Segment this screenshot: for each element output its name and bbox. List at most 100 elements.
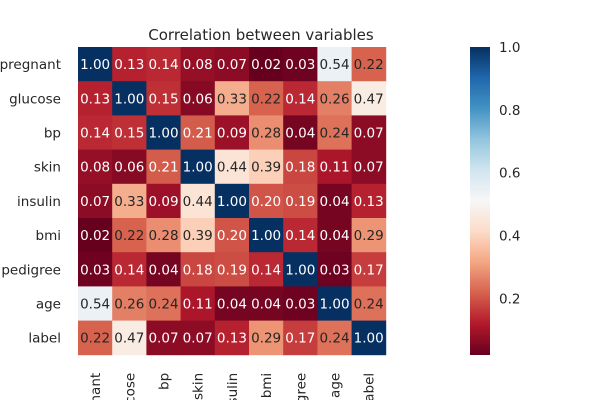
- heatmap-cell-bmi-sulin: [214, 218, 250, 253]
- heatmap-value-label: 0.03: [285, 297, 315, 313]
- heatmap-value-label: 0.13: [217, 331, 247, 347]
- colorbar: [470, 47, 490, 355]
- x-tick-label: skin: [191, 373, 207, 400]
- heatmap-cell-age-sulin: [214, 286, 250, 321]
- heatmap-cell-bp-nant: [78, 115, 113, 150]
- heatmap-value-label: 0.44: [183, 194, 213, 210]
- heatmap-cell-age-skin: [180, 286, 216, 321]
- heatmap-value-label: 0.09: [148, 194, 178, 210]
- x-tick-label: age: [328, 373, 344, 398]
- heatmap-value-label: 0.04: [319, 194, 349, 210]
- heatmap-cell-bp-abel: [351, 115, 387, 150]
- heatmap-cell-age-cose: [112, 286, 147, 321]
- heatmap-value-label: 0.03: [285, 57, 315, 73]
- heatmap-cell-age-bp: [146, 286, 181, 321]
- heatmap-value-label: 0.29: [251, 331, 281, 347]
- heatmap-cell-pedigree-gree: [283, 252, 318, 287]
- heatmap-value-label: 1.00: [251, 228, 281, 244]
- heatmap-value-label: 0.13: [114, 57, 144, 73]
- heatmap-cell-skin-cose: [112, 149, 147, 185]
- heatmap-cell-insulin-sulin: [214, 183, 250, 219]
- y-tick-label: glucose: [9, 91, 61, 107]
- heatmap-cell-skin-bp: [146, 149, 181, 185]
- heatmap-cell-glucose-skin: [180, 81, 216, 116]
- heatmap-value-label: 0.14: [285, 91, 315, 107]
- heatmap-value-label: 0.22: [114, 228, 144, 244]
- heatmap-cell-pregnant-abel: [351, 47, 387, 82]
- heatmap-cell-pedigree-abel: [351, 252, 387, 287]
- heatmap-value-labels: 1.00 0.13 0.14 0.08 0.07 0.02 0.03 0.54 0.220.13…: [80, 57, 384, 347]
- heatmap-cell-bp-bmi: [249, 115, 284, 150]
- heatmap-value-label: 0.47: [354, 91, 384, 107]
- heatmap-cell-pregnant-age: [317, 47, 352, 82]
- heatmap-value-label: 0.06: [183, 91, 213, 107]
- heatmap-value-label: 0.17: [285, 331, 315, 347]
- heatmap-cell-insulin-bmi: [249, 183, 284, 219]
- heatmap-cell-age-age: [317, 286, 352, 321]
- heatmap-cell-pregnant-sulin: [214, 47, 250, 82]
- heatmap-cell-bp-cose: [112, 115, 147, 150]
- heatmap-cell-bmi-gree: [283, 218, 318, 253]
- heatmap-cell-pedigree-bmi: [249, 252, 284, 287]
- heatmap-value-label: 0.03: [319, 262, 349, 278]
- heatmap-value-label: 0.13: [354, 194, 384, 210]
- heatmap-cell-bmi-bp: [146, 218, 181, 253]
- heatmap-cell-pedigree-age: [317, 252, 352, 287]
- heatmap-cell-label-age: [317, 320, 352, 356]
- heatmap-cell-skin-gree: [283, 149, 318, 185]
- heatmap-cell-glucose-sulin: [214, 81, 250, 116]
- heatmap-value-label: 0.14: [80, 126, 110, 142]
- heatmap-value-label: 0.22: [80, 331, 110, 347]
- heatmap-cell-skin-age: [317, 149, 352, 185]
- heatmap-value-label: 0.18: [285, 160, 315, 176]
- colorbar-tick-label: 1.0: [499, 40, 520, 56]
- heatmap-cell-skin-bmi: [249, 149, 284, 185]
- y-tick-label: age: [36, 297, 61, 313]
- heatmap-value-label: 1.00: [114, 91, 144, 107]
- heatmap-cell-label-sulin: [214, 320, 250, 356]
- heatmap-cell-insulin-skin: [180, 183, 216, 219]
- heatmap-value-label: 0.24: [148, 297, 178, 313]
- heatmap-cell-glucose-bp: [146, 81, 181, 116]
- heatmap-value-label: 0.26: [319, 91, 349, 107]
- y-tick-label: bmi: [36, 228, 61, 244]
- heatmap-cell-insulin-cose: [112, 183, 147, 219]
- heatmap-value-label: 0.15: [114, 126, 144, 142]
- heatmap-value-label: 0.17: [354, 262, 384, 278]
- heatmap-cells: [78, 47, 387, 356]
- heatmap-value-label: 0.07: [183, 331, 213, 347]
- x-tick-label: abel: [362, 373, 378, 400]
- heatmap-value-label: 0.13: [80, 91, 110, 107]
- heatmap-cell-bp-gree: [283, 115, 318, 150]
- heatmap-value-label: 0.02: [80, 228, 110, 244]
- heatmap-cell-age-nant: [78, 286, 113, 321]
- heatmap-cell-bmi-skin: [180, 218, 216, 253]
- heatmap-value-label: 0.09: [217, 126, 247, 142]
- heatmap-cell-insulin-gree: [283, 183, 318, 219]
- heatmap-value-label: 0.08: [183, 57, 213, 73]
- colorbar-ticks: 0.2 0.4 0.6 0.8 1.0: [499, 40, 520, 307]
- heatmap-cell-pregnant-gree: [283, 47, 318, 82]
- heatmap-cell-glucose-cose: [112, 81, 147, 116]
- chart-title: Correlation between variables: [148, 26, 374, 44]
- heatmap-value-label: 0.07: [217, 57, 247, 73]
- x-tick-label: gree: [293, 373, 309, 400]
- heatmap-value-label: 0.04: [251, 297, 281, 313]
- heatmap-value-label: 0.14: [285, 228, 315, 244]
- heatmap-value-label: 0.11: [183, 297, 213, 313]
- heatmap-cell-pedigree-cose: [112, 252, 147, 287]
- y-tick-label: bp: [44, 126, 61, 142]
- heatmap-value-label: 0.20: [217, 228, 247, 244]
- heatmap-cell-age-bmi: [249, 286, 284, 321]
- heatmap-value-label: 0.04: [148, 262, 178, 278]
- heatmap-value-label: 0.14: [148, 57, 178, 73]
- heatmap-cell-label-gree: [283, 320, 318, 356]
- heatmap-value-label: 0.24: [319, 331, 349, 347]
- heatmap-value-label: 1.00: [148, 126, 178, 142]
- heatmap-value-label: 0.07: [148, 331, 178, 347]
- heatmap-cell-bmi-bmi: [249, 218, 284, 253]
- heatmap-value-label: 0.22: [251, 91, 281, 107]
- colorbar-tick-label: 0.8: [499, 103, 520, 119]
- heatmap-value-label: 0.54: [319, 57, 349, 73]
- heatmap-value-label: 0.11: [319, 160, 349, 176]
